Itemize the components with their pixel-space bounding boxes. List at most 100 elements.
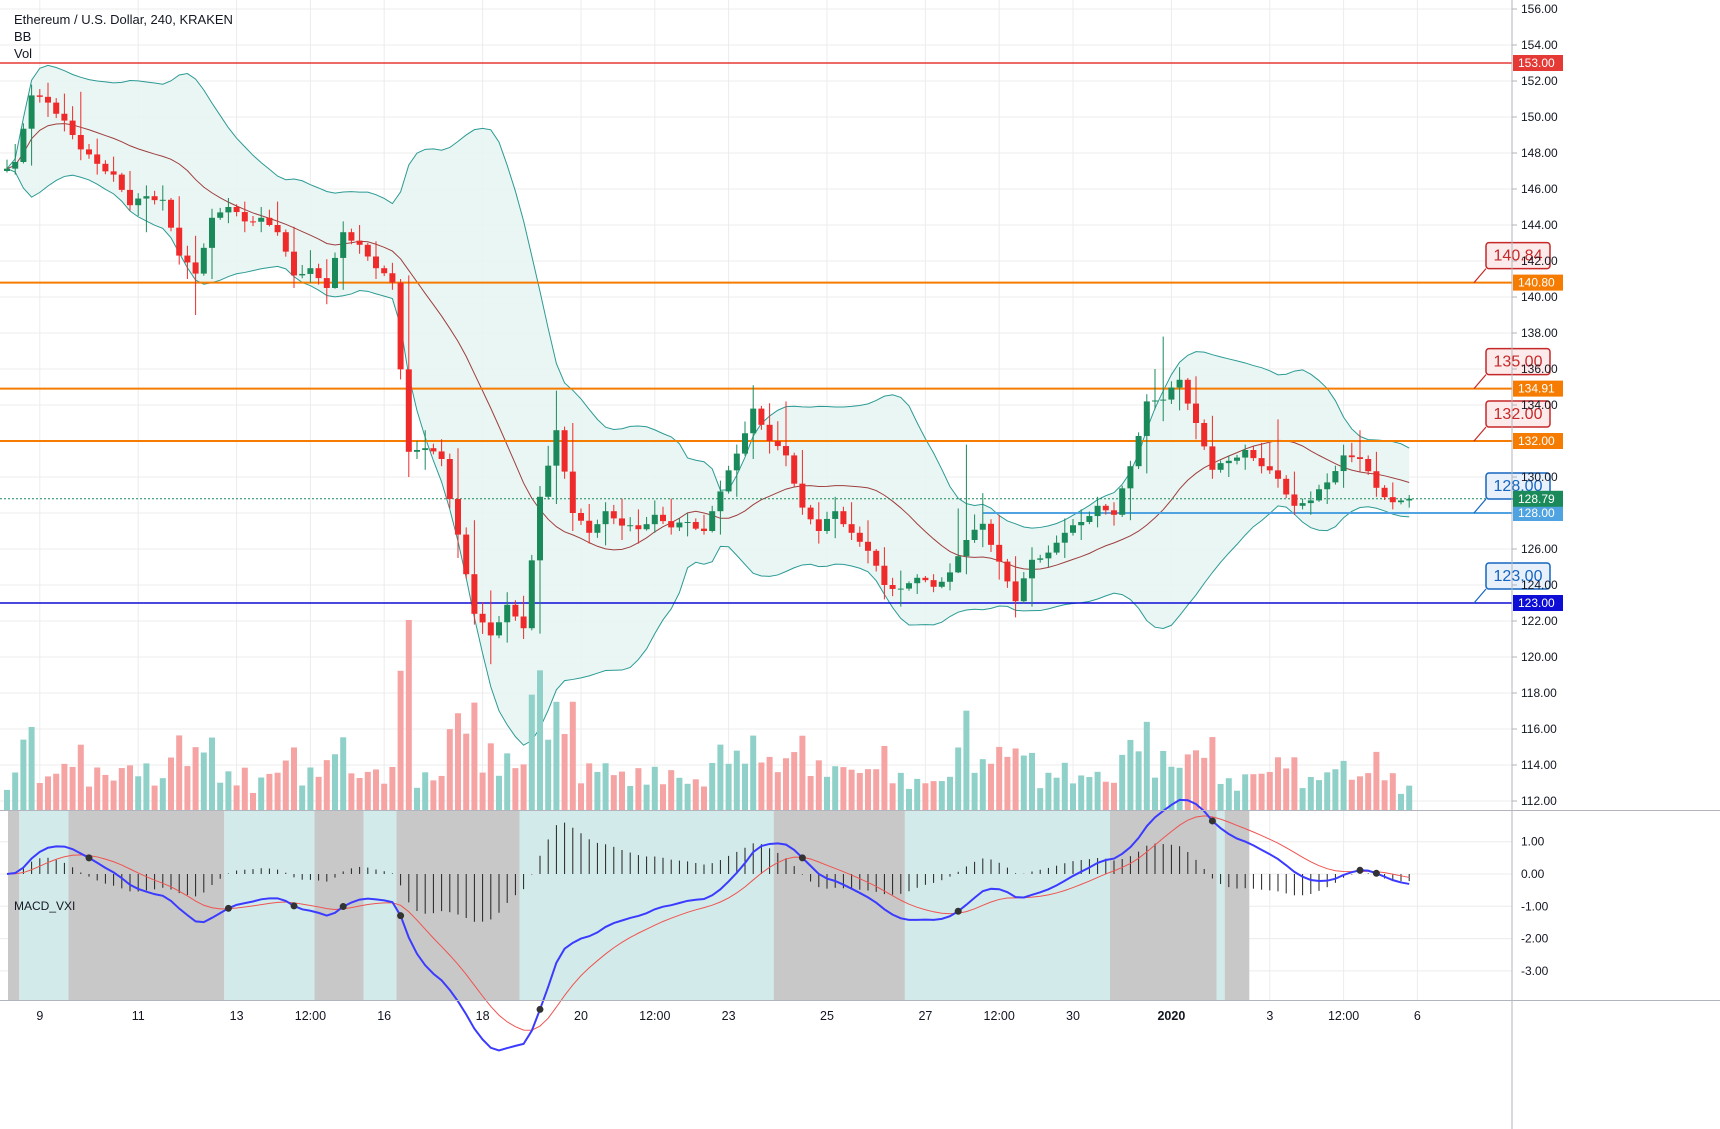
candle-body [315, 268, 322, 279]
candle-body [1373, 471, 1380, 488]
candle-body [1357, 457, 1363, 459]
candle-body [1406, 498, 1413, 501]
volume-bar [258, 777, 265, 810]
volume-bar [1012, 748, 1019, 810]
volume-bar [1086, 777, 1093, 810]
volume-bar [848, 769, 855, 810]
volume-bar [971, 772, 978, 810]
volume-bar [783, 758, 789, 810]
macd-zone [363, 811, 397, 1000]
volume-bar [94, 767, 101, 810]
volume-bar [1143, 721, 1150, 810]
candle-body [397, 282, 404, 370]
volume-bar [479, 772, 486, 810]
candle-body [1275, 470, 1281, 479]
volume-bar [241, 767, 248, 810]
volume-bar [446, 729, 453, 810]
candle-body [1365, 459, 1372, 472]
price-note-text: 132.00 [1494, 406, 1543, 423]
volume-bar [143, 763, 150, 810]
price-note-box [1485, 562, 1551, 590]
volume-bar [684, 783, 691, 810]
indicator-vol-label[interactable]: Vol [14, 46, 33, 61]
indicator-bb-label[interactable]: BB [14, 29, 32, 44]
candle-body [733, 453, 740, 471]
macd-tick-label: 0.00 [1521, 867, 1545, 881]
bb-lower [6, 168, 1410, 746]
price-note-text: 123.00 [1494, 568, 1543, 585]
time-tick-label: 6 [1414, 1009, 1421, 1023]
macd-cross-marker [1208, 817, 1216, 825]
candle-body [1004, 561, 1011, 582]
macd-tick-label: 1.00 [1521, 835, 1545, 849]
volume-bar [102, 774, 109, 810]
candle-body [725, 470, 732, 492]
volume-bar [1365, 773, 1372, 810]
volume-bar [463, 733, 470, 810]
candle-body [356, 240, 363, 245]
candle-body [651, 514, 658, 525]
price-note-box [1485, 347, 1551, 376]
volume-bar [668, 770, 675, 810]
candle-body [1012, 581, 1019, 602]
volume-bar [504, 753, 511, 810]
macd-tick-label: -2.00 [1521, 932, 1549, 946]
candle-body [373, 256, 379, 269]
volume-bar [86, 786, 92, 810]
horizontal-levels-layer[interactable] [0, 62, 1512, 604]
volume-bar [1307, 777, 1314, 810]
volume-bar [1029, 752, 1035, 810]
candle-body [463, 534, 470, 575]
volume-bar [1340, 760, 1347, 810]
volume-bar [824, 776, 830, 810]
note-pointer [1473, 498, 1487, 514]
candle-body [168, 199, 174, 228]
volume-bar [1381, 780, 1388, 810]
level-tag-text: 132.00 [1518, 434, 1555, 448]
candle-body [258, 217, 265, 222]
volume-bar [1266, 771, 1273, 810]
price-tick-label: 120.00 [1521, 650, 1558, 664]
volume-bar [45, 776, 51, 810]
candle-body [12, 162, 19, 169]
candle-body [53, 102, 60, 114]
candle-body [1152, 400, 1158, 402]
volume-bar [422, 772, 429, 810]
candle-body [455, 498, 461, 535]
volume-bar [77, 744, 84, 810]
macd-indicator-label[interactable]: MACD_VXI [14, 899, 76, 913]
candle-body [471, 574, 478, 614]
candle-body [602, 511, 609, 525]
candle-body [282, 232, 289, 252]
volume-bar [1152, 777, 1158, 810]
candle-body [914, 577, 921, 584]
price-tick-label: 114.00 [1521, 758, 1557, 772]
level-tag [1513, 380, 1563, 397]
volume-bar [1357, 776, 1363, 810]
candle-body [742, 433, 748, 454]
volume-bar [348, 773, 355, 810]
volume-bar [889, 783, 896, 810]
time-tick-label: 2020 [1157, 1009, 1185, 1023]
volume-bar [586, 763, 593, 810]
volume-bar [856, 773, 863, 810]
candle-body [422, 448, 429, 450]
macd-tick-label: -3.00 [1521, 964, 1549, 978]
candle-body [1020, 578, 1027, 602]
candle-body [619, 518, 625, 526]
symbol-title[interactable]: Ethereum / U.S. Dollar, 240, KRAKEN [14, 12, 233, 27]
candle-body [1168, 387, 1175, 400]
current-price-tag-text: 128.79 [1518, 492, 1555, 506]
volume-bar [53, 773, 60, 810]
volume-bar [438, 775, 445, 810]
time-tick-label: 3 [1266, 1009, 1273, 1023]
price-tick-label: 130.00 [1521, 470, 1558, 484]
candle-body [496, 622, 502, 636]
candle-body [61, 113, 68, 121]
candle-body [668, 521, 675, 528]
price-tick-label: 144.00 [1521, 218, 1558, 232]
candle-body [438, 451, 445, 459]
candle-body [1291, 494, 1298, 506]
